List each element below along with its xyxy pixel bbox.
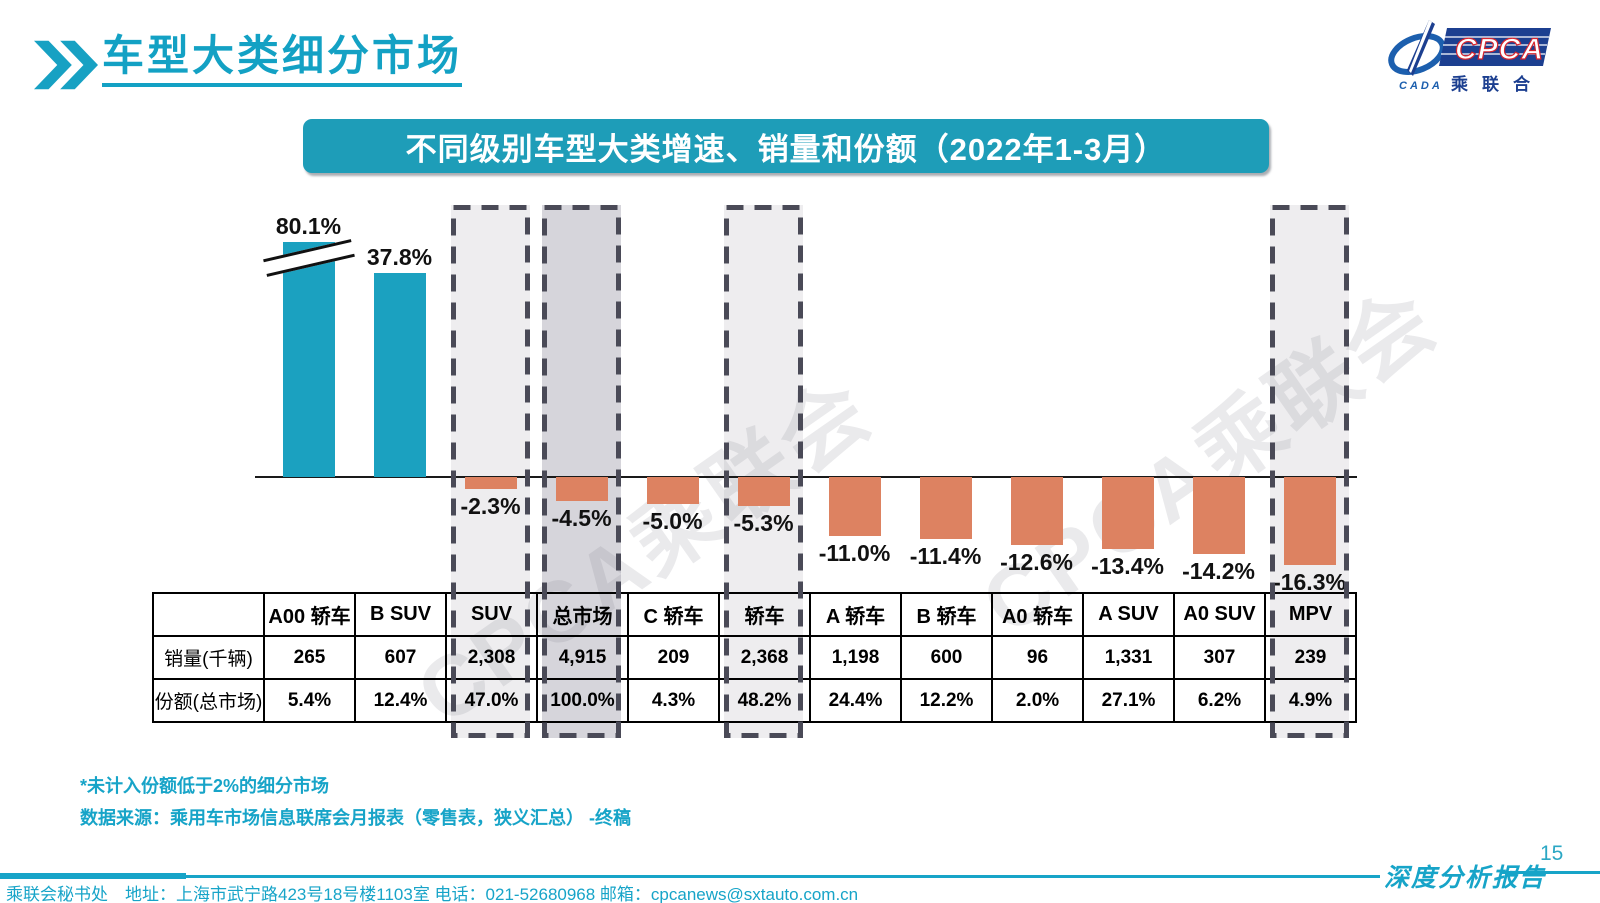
bar-value-label: 37.8% (366, 243, 433, 270)
table-header-cell: A 轿车 (811, 594, 902, 637)
table-cell: 209 (629, 637, 720, 680)
report-label: 深度分析报告 (1384, 863, 1547, 892)
bar-A00 轿车 (282, 242, 335, 477)
highlight-box-border (542, 205, 621, 738)
table-cell: 5.4% (265, 680, 356, 723)
table-cell: 1,198 (811, 637, 902, 680)
table-header-cell: B 轿车 (902, 594, 993, 637)
table-corner-cell (154, 594, 265, 637)
highlight-box-fill (451, 205, 530, 738)
double-chevron-icon (34, 40, 98, 90)
table-cell: 239 (1266, 637, 1357, 680)
table-header-cell: C 轿车 (629, 594, 720, 637)
logo-cpca-text: CPCA (1455, 33, 1544, 66)
table-row-label: 销量(千辆) (154, 637, 265, 680)
bar-value-label: 80.1% (275, 213, 342, 239)
table-cell: 265 (265, 637, 356, 680)
footer-rule-thick (0, 873, 186, 879)
table-header-cell: 总市场 (538, 594, 629, 637)
cpca-logo: CADA CPCA 乘联合 (1388, 20, 1551, 94)
logo-swoosh (1388, 33, 1446, 75)
table-cell: 12.4% (356, 680, 447, 723)
table-cell: 4.9% (1266, 680, 1357, 723)
highlight-box-border (1270, 205, 1349, 738)
bar-value-label: -12.6% (1000, 549, 1073, 576)
chart-title: 不同级别车型大类增速、销量和份额（2022年1-3月） (405, 131, 1167, 167)
bar-A0 轿车 (1010, 477, 1063, 546)
table-header-cell: A SUV (1084, 594, 1175, 637)
table-cell: 24.4% (811, 680, 902, 723)
table-header-cell: A00 轿车 (265, 594, 356, 637)
bar-SUV (464, 477, 517, 490)
highlight-box-fill (1270, 205, 1349, 738)
table-header-cell: B SUV (356, 594, 447, 637)
table-cell: 2,308 (447, 637, 538, 680)
table-cell: 12.2% (902, 680, 993, 723)
table-cell: 96 (993, 637, 1084, 680)
bar-A 轿车 (828, 477, 881, 537)
table-cell: 2,368 (720, 637, 811, 680)
bar-value-label: -5.0% (642, 508, 703, 534)
watermark-text: CPCA乘联会 (965, 270, 1455, 654)
table-cell: 100.0% (538, 680, 629, 723)
table-cell: 27.1% (1084, 680, 1175, 723)
table-cell: 47.0% (447, 680, 538, 723)
bar-MPV (1283, 477, 1336, 566)
watermark-text: CPCA乘联会 (400, 360, 890, 744)
bar-value-label: -16.3% (1273, 569, 1346, 596)
table-cell: 48.2% (720, 680, 811, 723)
logo-association-text: 乘联合 (1450, 74, 1544, 94)
bar-value-label: -14.2% (1182, 557, 1255, 584)
table-cell: 4.3% (629, 680, 720, 723)
bar-value-label: -2.3% (460, 493, 521, 520)
table-cell: 1,331 (1084, 637, 1175, 680)
bar-value-label: -5.3% (733, 509, 794, 536)
bar-C 轿车 (646, 477, 699, 504)
highlight-box-fill (724, 205, 803, 738)
table-cell: 607 (356, 637, 447, 680)
table-cell: 600 (902, 637, 993, 680)
bar-A SUV (1101, 477, 1154, 550)
footer-rule-right (1502, 871, 1600, 874)
bar-value-label: -13.4% (1091, 553, 1164, 580)
axis-line (255, 476, 1357, 478)
table-header-cell: SUV (447, 594, 538, 637)
bar-value-label: -11.4% (909, 542, 982, 569)
page-number: 15 (1540, 842, 1564, 865)
footer-rule-left (186, 875, 1380, 878)
table-cell: 307 (1175, 637, 1266, 680)
bar-B SUV (373, 272, 426, 477)
chart-title-banner: 不同级别车型大类增速、销量和份额（2022年1-3月） (303, 119, 1269, 173)
source-note: 数据来源：乘用车市场信息联席会月报表（零售表，狭义汇总） -终稿 (80, 808, 631, 828)
bar-value-label: -4.5% (551, 505, 612, 532)
data-table: A00 轿车 B SUV SUV 总市场 C 轿车 轿车 A 轿车 B 轿车 A0 轿车 A SU… (152, 592, 1357, 723)
footnote: *未计入份额低于2%的细分市场 (80, 776, 330, 796)
table-cell: 6.2% (1175, 680, 1266, 723)
highlight-box-fill (542, 205, 621, 738)
table-row-label: 份额(总市场) (154, 680, 265, 723)
bar-value-label: -11.0% (818, 540, 891, 567)
table-header-cell: A0 轿车 (993, 594, 1084, 637)
page-title: 车型大类细分市场 (102, 32, 463, 88)
highlight-box-border (451, 205, 530, 738)
table-cell: 2.0% (993, 680, 1084, 723)
table-header-cell: A0 SUV (1175, 594, 1266, 637)
bar-轿车 (737, 477, 790, 506)
axis-break-icon (262, 239, 355, 277)
bar-总市场 (555, 477, 608, 502)
table-header-cell: MPV (1266, 594, 1357, 637)
bar-B 轿车 (919, 477, 972, 539)
logo-cada-text: CADA (1399, 80, 1443, 92)
highlight-box-border (724, 205, 803, 738)
bar-A0 SUV (1192, 477, 1245, 554)
table-header-cell: 轿车 (720, 594, 811, 637)
table-cell: 4,915 (538, 637, 629, 680)
footer-address: 乘联会秘书处 地址：上海市武宁路423号18号楼1103室 电话：021-526… (6, 885, 859, 903)
